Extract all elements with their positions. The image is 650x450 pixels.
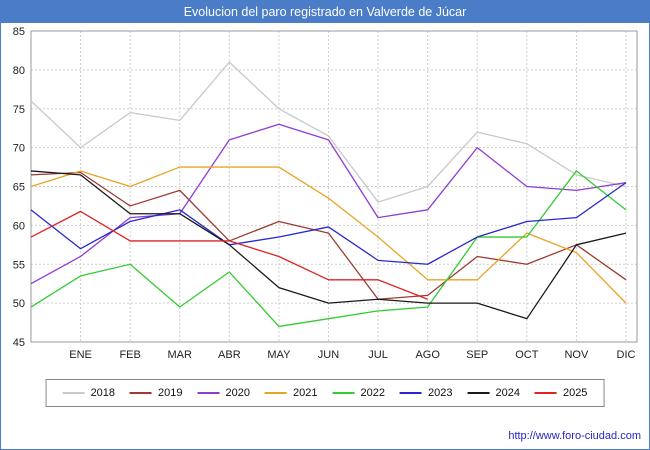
x-tick-label: SEP — [466, 349, 488, 361]
legend-label: 2021 — [293, 387, 318, 399]
series-line-2023 — [30, 182, 627, 265]
legend-item-2022: 2022 — [332, 387, 385, 399]
legend-label: 2020 — [225, 387, 251, 399]
x-tick-label: JUL — [368, 349, 388, 361]
legend: 2018 2019 2020 2021 2022 2023 2024 2025 — [45, 379, 605, 407]
legend-label: 2024 — [495, 387, 520, 399]
legend-swatch — [62, 392, 85, 394]
x-tick-label: AGO — [415, 349, 440, 361]
legend-item-2021: 2021 — [265, 387, 318, 399]
series-line-2018 — [30, 61, 627, 203]
legend-label: 2023 — [427, 387, 453, 399]
series-line-2020 — [30, 123, 627, 285]
legend-swatch — [467, 392, 490, 394]
y-tick-label: 65 — [13, 182, 25, 194]
x-tick-label: JUN — [318, 349, 339, 361]
y-tick-label: 70 — [13, 143, 25, 155]
legend-label: 2025 — [562, 387, 588, 399]
y-tick-label: 75 — [13, 104, 25, 116]
y-tick-label: 80 — [13, 65, 25, 77]
y-tick-label: 55 — [13, 259, 25, 271]
title-bar: Evolucion del paro registrado en Valverd… — [1, 1, 649, 23]
footer-url[interactable]: http://www.foro-ciudad.com — [508, 430, 641, 442]
y-tick-label: 50 — [13, 298, 25, 310]
x-tick-label: FEB — [119, 349, 140, 361]
legend-label: 2022 — [360, 387, 385, 399]
plot-border — [30, 30, 638, 343]
x-tick-label: MAY — [267, 349, 291, 361]
legend-swatch — [130, 392, 153, 394]
series-line-2022 — [30, 170, 627, 328]
y-tick-label: 85 — [13, 26, 25, 38]
legend-swatch — [265, 392, 288, 394]
legend-label: 2018 — [90, 387, 116, 399]
y-tick-label: 45 — [13, 337, 25, 349]
x-tick-label: NOV — [564, 349, 589, 361]
legend-item-2020: 2020 — [197, 387, 251, 399]
legend-item-2023: 2023 — [399, 387, 453, 399]
x-tick-label: DIC — [617, 349, 636, 361]
legend-item-2024: 2024 — [467, 387, 520, 399]
series-line-2024 — [30, 170, 627, 320]
chart-title: Evolucion del paro registrado en Valverd… — [183, 5, 467, 19]
legend-swatch — [399, 392, 422, 394]
legend-swatch — [332, 392, 355, 394]
legend-swatch — [197, 392, 220, 394]
series-line-2019 — [30, 171, 627, 300]
series-line-2025 — [30, 210, 428, 300]
x-tick-label: OCT — [515, 349, 539, 361]
chart-svg: 45 50 55 60 65 70 75 80 85 ENE FEB MAR ABR MAY JUN JUL A… — [13, 26, 638, 361]
x-tick-label: ENE — [69, 349, 92, 361]
series-line-2021 — [30, 166, 627, 304]
legend-label: 2019 — [158, 387, 183, 399]
legend-item-2025: 2025 — [534, 387, 588, 399]
legend-item-2018: 2018 — [62, 387, 116, 399]
legend-swatch — [534, 392, 557, 394]
x-tick-label: MAR — [168, 349, 193, 361]
legend-item-2019: 2019 — [130, 387, 183, 399]
x-tick-label: ABR — [218, 349, 241, 361]
y-tick-label: 60 — [13, 220, 25, 232]
